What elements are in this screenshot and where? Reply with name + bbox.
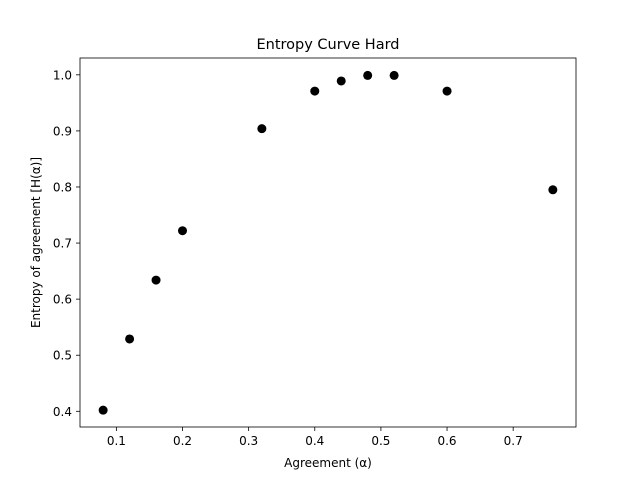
data-point bbox=[548, 185, 558, 195]
x-axis-label: Agreement (α) bbox=[284, 456, 372, 470]
data-point bbox=[389, 70, 399, 80]
y-axis-label: Entropy of agreement [H(α)] bbox=[29, 157, 43, 328]
x-tick-label: 0.5 bbox=[371, 434, 390, 448]
chart-title: Entropy Curve Hard bbox=[256, 37, 399, 53]
y-tick-label: 1.0 bbox=[53, 68, 72, 82]
plot-frame bbox=[79, 57, 577, 428]
y-tick-label: 0.4 bbox=[53, 405, 72, 419]
data-point bbox=[178, 226, 188, 236]
x-axis: 0.1 0.2 0.3 0.4 0.5 0.6 0.7 bbox=[107, 427, 523, 448]
x-tick-label: 0.2 bbox=[173, 434, 192, 448]
y-tick-label: 0.7 bbox=[53, 237, 72, 251]
x-tick-label: 0.1 bbox=[107, 434, 126, 448]
x-tick-label: 0.3 bbox=[239, 434, 258, 448]
y-tick-label: 0.8 bbox=[53, 180, 72, 194]
data-point bbox=[442, 86, 452, 96]
data-point bbox=[310, 86, 320, 96]
x-tick-label: 0.6 bbox=[437, 434, 456, 448]
data-point bbox=[151, 275, 161, 285]
y-tick-label: 0.5 bbox=[53, 349, 72, 363]
data-point bbox=[125, 334, 135, 344]
y-axis: 0.4 0.5 0.6 0.7 0.8 0.9 1.0 bbox=[53, 68, 80, 419]
data-point bbox=[98, 405, 108, 415]
x-tick-label: 0.4 bbox=[305, 434, 324, 448]
x-tick-label: 0.7 bbox=[504, 434, 523, 448]
y-tick-label: 0.9 bbox=[53, 124, 72, 138]
y-tick-label: 0.6 bbox=[53, 293, 72, 307]
data-points bbox=[98, 70, 558, 415]
data-point bbox=[257, 124, 267, 134]
data-point bbox=[363, 70, 373, 80]
data-point bbox=[336, 76, 346, 86]
